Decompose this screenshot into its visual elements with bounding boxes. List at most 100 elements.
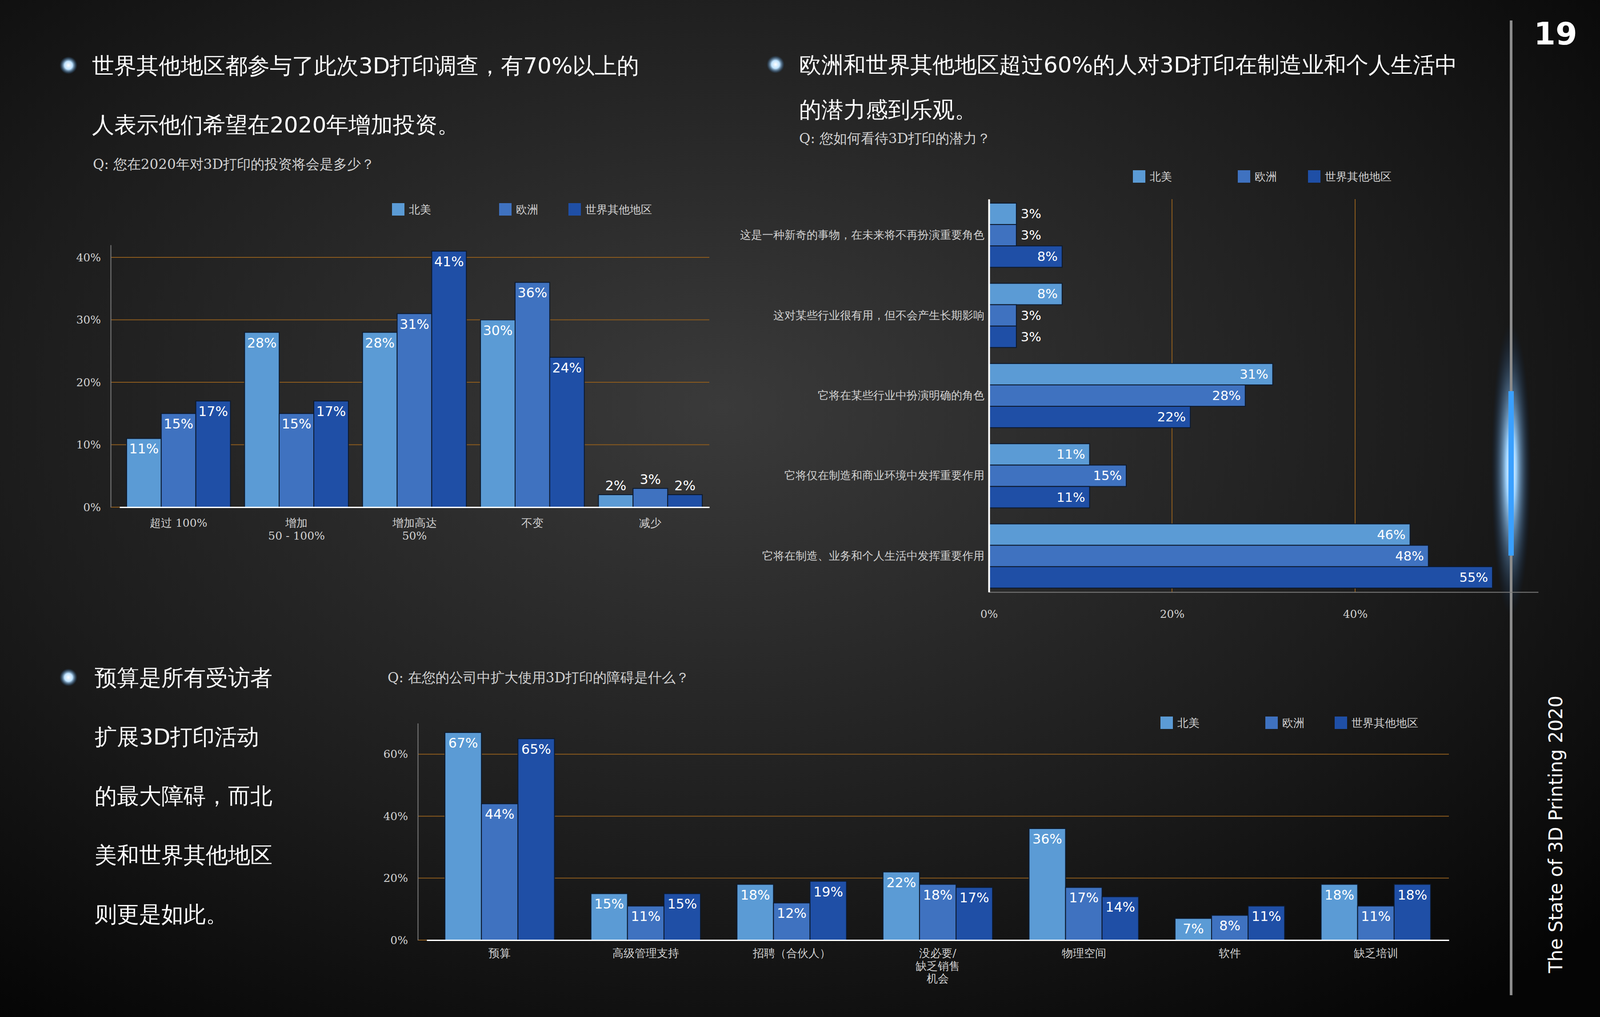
axis-line: [120, 506, 710, 508]
bar: [362, 332, 398, 508]
tick-label: 不变: [521, 516, 544, 530]
grid-line: [417, 877, 1449, 879]
axis: 超过 100%增加50 - 100%增加高达50%不变减少: [120, 507, 710, 543]
bar: [397, 313, 432, 508]
bar: [1065, 887, 1103, 940]
legend-swatch: [499, 203, 512, 216]
data-label: 28%: [364, 335, 395, 351]
tick-label: 0%: [980, 607, 999, 621]
bar: [988, 524, 1411, 546]
data-label: 44%: [484, 806, 515, 822]
bar: [196, 400, 231, 508]
bar: [481, 803, 518, 940]
bar: [1248, 905, 1285, 940]
bar: [988, 245, 1063, 268]
data-label: 11%: [1056, 446, 1085, 462]
tick: 10%: [76, 438, 101, 452]
tick-label: 物理空间: [1061, 946, 1107, 960]
tick: 预算: [488, 946, 511, 960]
bars: [444, 732, 1431, 940]
data-label: 17%: [959, 889, 990, 906]
bar: [988, 363, 1273, 385]
bar: [279, 413, 314, 508]
bar: [431, 251, 467, 508]
tick-label: 40%: [383, 809, 408, 823]
tick-label: 它将在某些行业中扮演明确的角色: [817, 388, 985, 402]
tick: 0%: [980, 607, 999, 621]
bar: [988, 203, 1017, 225]
bar: [1211, 915, 1248, 940]
legend-swatch: [1334, 716, 1348, 729]
data-labels: 11%28%28%30%2%15%15%31%36%3%17%17%41%24%…: [129, 253, 696, 494]
tick: 20%: [1160, 607, 1185, 621]
data-label: 30%: [483, 322, 513, 339]
axis: 这是一种新奇的事物，在未来将不再扮演重要角色这对某些行业很有用，但不会产生长期影…: [740, 199, 990, 593]
bar: [126, 438, 162, 508]
data-label: 3%: [640, 471, 662, 488]
tick: 没必要/缺乏销售机会: [915, 946, 960, 986]
bar: [988, 486, 1090, 508]
tick-label: 20%: [1160, 607, 1185, 621]
heading: 欧洲和世界其他地区超过60%的人对3D打印在制造业和个人生活中的潜力感到乐观。Q…: [766, 52, 1458, 147]
data-label: 11%: [631, 908, 661, 924]
data-label: 41%: [434, 253, 464, 270]
data-label: 17%: [198, 403, 228, 420]
data-label: 15%: [281, 416, 312, 432]
tick-label: 高级管理支持: [612, 946, 680, 960]
data-label: 31%: [399, 316, 430, 332]
tick: 它将在某些行业中扮演明确的角色: [817, 388, 985, 402]
legend-swatch: [568, 203, 581, 216]
bar: [988, 304, 1017, 327]
data-label: 48%: [1395, 548, 1424, 564]
data-label: 46%: [1376, 527, 1406, 543]
heading-dot: [59, 56, 78, 75]
bar: [919, 884, 956, 940]
grid: [417, 754, 1449, 940]
data-label: 28%: [1212, 388, 1241, 404]
data-label: 55%: [1459, 569, 1488, 585]
tick: 0%: [390, 933, 408, 947]
legend-label: 世界其他地区: [1351, 716, 1419, 730]
data-label: 18%: [923, 887, 953, 903]
axis-line: [417, 723, 419, 941]
tick: 减少: [639, 516, 662, 530]
tick-label: 它将在制造、业务和个人生活中发挥重要作用: [762, 549, 985, 563]
tick-label: 40%: [76, 251, 101, 264]
axis: 0%10%20%30%40%: [76, 245, 111, 514]
data-label: 3%: [1020, 206, 1042, 222]
data-label: 18%: [740, 887, 771, 903]
tick: 高级管理支持: [612, 946, 680, 960]
bar: [956, 887, 993, 940]
background: [0, 0, 1600, 1017]
tick-label: 增加高达50%: [392, 516, 437, 543]
page-number: 19: [1533, 15, 1577, 52]
data-label: 15%: [163, 416, 194, 432]
tick: 60%: [383, 747, 408, 761]
bar: [313, 400, 349, 508]
data-label: 18%: [1397, 887, 1428, 903]
bar: [988, 406, 1191, 428]
data-label: 11%: [1360, 908, 1391, 924]
tick-label: 20%: [383, 871, 408, 885]
axis-line: [110, 245, 112, 508]
grid-line: [110, 506, 710, 508]
data-label: 19%: [813, 884, 844, 900]
bar: [244, 332, 280, 508]
sidebar-marker: [1508, 391, 1514, 556]
bar: [664, 893, 701, 940]
tick: 40%: [76, 251, 101, 264]
tick-label: 这对某些行业很有用，但不会产生长期影响: [773, 308, 985, 322]
data-label: 11%: [129, 440, 160, 457]
tick-label: 0%: [83, 500, 101, 514]
data-label: 8%: [1037, 286, 1058, 302]
tick: 0%: [83, 500, 101, 514]
legend: 北美欧洲世界其他地区: [1160, 716, 1419, 730]
tick-label: 预算: [488, 946, 511, 960]
tick-label: 超过 100%: [149, 516, 208, 530]
bar: [988, 283, 1063, 305]
tick-label: 60%: [383, 747, 408, 761]
tick: 它将在制造、业务和个人生活中发挥重要作用: [762, 549, 985, 563]
bar: [736, 884, 774, 940]
data-label: 65%: [521, 741, 552, 757]
grid: [110, 257, 710, 508]
